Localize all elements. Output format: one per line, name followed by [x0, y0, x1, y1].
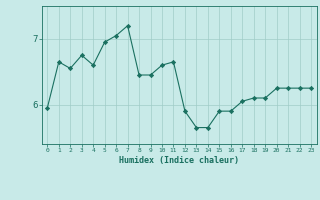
X-axis label: Humidex (Indice chaleur): Humidex (Indice chaleur): [119, 156, 239, 165]
